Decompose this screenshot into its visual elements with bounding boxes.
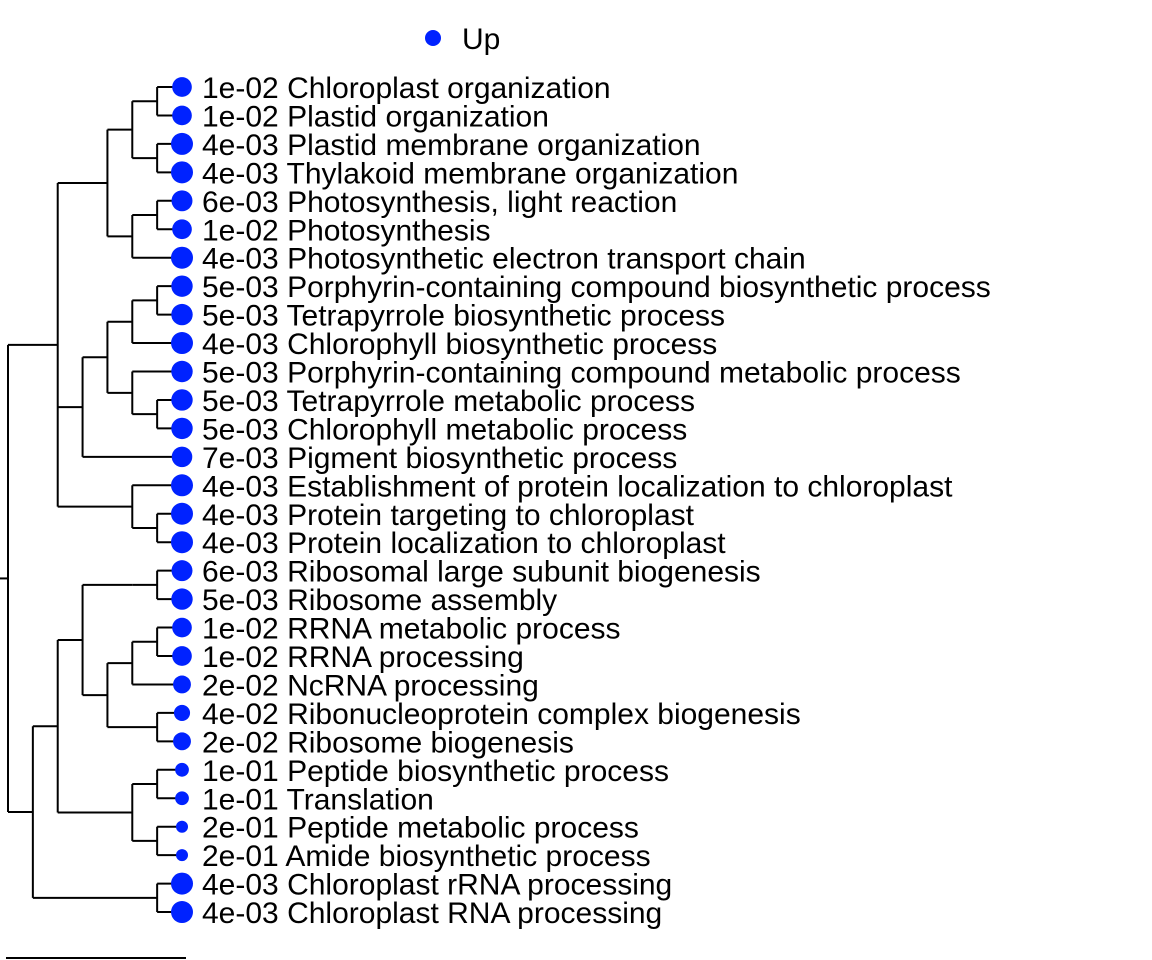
- leaf-label: 1e-02 RRNA processing: [202, 641, 524, 674]
- leaf-label: 1e-02 Photosynthesis: [202, 214, 491, 247]
- leaf-label: 4e-03 Thylakoid membrane organization: [202, 157, 738, 190]
- leaf-marker: [175, 762, 189, 777]
- leaf-label: 6e-03 Photosynthesis, light reaction: [202, 186, 677, 219]
- leaf-marker: [171, 161, 193, 184]
- leaf-marker: [173, 732, 191, 751]
- leaf-marker: [171, 502, 193, 525]
- leaf-label: 4e-03 Photosynthetic electron transport …: [202, 243, 806, 276]
- legend-label-up: Up: [462, 23, 500, 56]
- leaf-label: 1e-01 Peptide biosynthetic process: [202, 755, 669, 788]
- leaf-marker: [171, 872, 193, 895]
- leaf-marker: [173, 675, 191, 694]
- dendrogram-branches: [0, 86, 182, 914]
- leaf-marker: [173, 704, 191, 721]
- leaf-label: 4e-03 Protein targeting to chloroplast: [202, 499, 695, 532]
- leaf-label: 7e-03 Pigment biosynthetic process: [202, 442, 677, 475]
- leaf-marker: [171, 417, 193, 440]
- leaf-label: 2e-02 NcRNA processing: [202, 669, 539, 702]
- leaf-label: 2e-01 Peptide metabolic process: [202, 812, 639, 845]
- leaf-marker: [172, 219, 192, 240]
- leaf-marker: [171, 901, 193, 924]
- leaf-markers: [171, 77, 193, 924]
- leaf-marker: [171, 360, 193, 383]
- leaf-marker: [172, 646, 192, 666]
- leaf-label: 4e-03 Protein localization to chloroplas…: [202, 527, 726, 560]
- leaf-marker: [171, 588, 193, 610]
- leaf-label: 6e-03 Ribosomal large subunit biogenesis: [202, 556, 761, 589]
- leaf-marker: [176, 849, 188, 862]
- leaf-label: 5e-03 Tetrapyrrole biosynthetic process: [202, 300, 725, 333]
- leaf-marker: [175, 791, 189, 806]
- leaf-marker: [171, 275, 193, 297]
- leaf-marker: [171, 132, 193, 155]
- legend: Up: [425, 23, 500, 56]
- leaf-marker: [171, 246, 193, 269]
- leaf-label: 4e-03 Chlorophyll biosynthetic process: [202, 328, 717, 361]
- legend-marker-up: [425, 30, 441, 46]
- leaf-label: 1e-02 Chloroplast organization: [202, 72, 611, 105]
- leaf-label: 5e-03 Porphyrin-containing compound bios…: [202, 271, 991, 304]
- leaf-marker: [171, 389, 193, 411]
- leaf-marker: [172, 617, 192, 638]
- leaf-label: 4e-03 Plastid membrane organization: [202, 129, 701, 162]
- leaf-marker: [171, 303, 193, 326]
- leaf-marker: [171, 332, 193, 355]
- leaf-label: 1e-02 RRNA metabolic process: [202, 613, 621, 646]
- leaf-marker: [171, 446, 193, 468]
- leaf-label: 4e-02 Ribonucleoprotein complex biogenes…: [202, 698, 801, 731]
- leaf-label: 4e-03 Chloroplast RNA processing: [202, 897, 662, 930]
- leaf-label: 5e-03 Porphyrin-containing compound meta…: [202, 357, 961, 390]
- leaf-marker: [172, 77, 192, 97]
- leaf-marker: [171, 474, 193, 497]
- leaf-label: 5e-03 Ribosome assembly: [202, 584, 557, 617]
- leaf-marker: [171, 531, 193, 554]
- leaf-label: 4e-03 Establishment of protein localizat…: [202, 470, 953, 503]
- leaf-marker: [171, 560, 193, 582]
- leaf-marker: [171, 190, 193, 212]
- leaf-marker: [176, 820, 188, 833]
- leaf-marker: [172, 105, 192, 126]
- leaf-label: 1e-02 Plastid organization: [202, 100, 549, 133]
- leaf-label: 5e-03 Chlorophyll metabolic process: [202, 413, 687, 446]
- leaf-label: 2e-02 Ribosome biogenesis: [202, 726, 574, 759]
- leaf-label: 4e-03 Chloroplast rRNA processing: [202, 869, 672, 902]
- leaf-label: 1e-01 Translation: [202, 783, 434, 816]
- leaf-label: 5e-03 Tetrapyrrole metabolic process: [202, 385, 695, 418]
- leaf-label: 2e-01 Amide biosynthetic process: [202, 840, 651, 873]
